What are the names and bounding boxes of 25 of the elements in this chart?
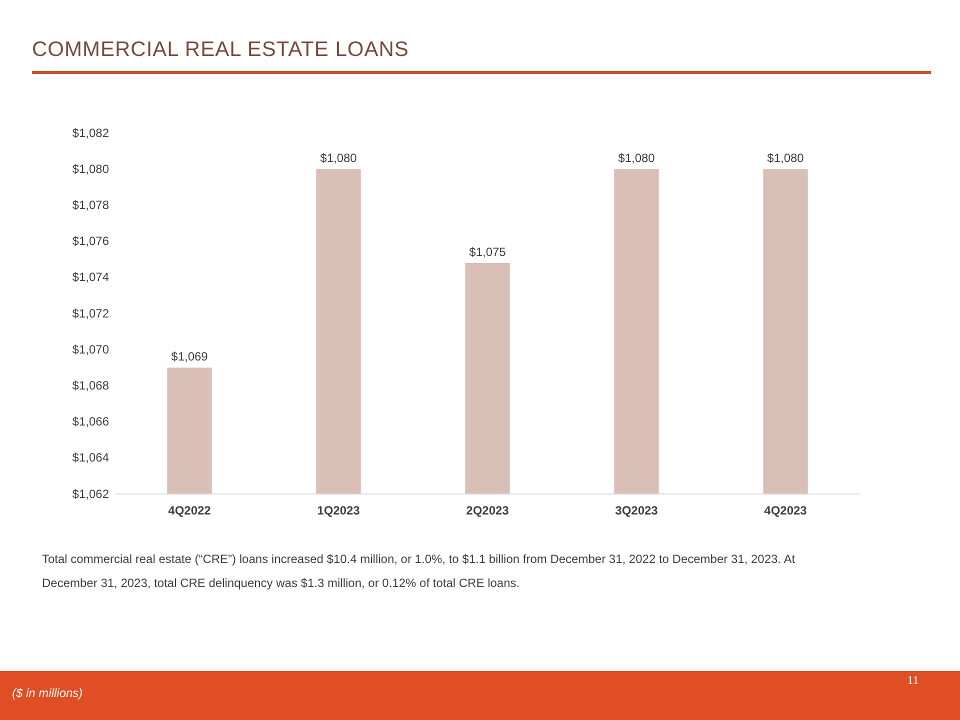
text: 11 [907,673,919,687]
data-label: $1,080 [618,151,656,166]
y-tick-label: $1,066 [72,414,110,429]
x-tick-label: 2Q2023 [466,504,510,518]
y-tick-label: $1,072 [72,306,110,320]
y-tick-label: $1,064 [72,450,110,465]
y-tick-label: $1,070 [72,342,110,356]
y-tick-label: $1,076 [72,234,110,248]
data-label: $1,080 [767,151,804,166]
x-tick-label: 1Q2023 [317,504,360,518]
x-tick-label: 4Q2022 [168,504,212,518]
y-tick-label: $1,082 [72,126,110,140]
y-tick-label: $1,074 [72,270,110,284]
y-tick-label: $1,078 [72,198,110,212]
data-label: $1,080 [320,151,358,166]
x-tick-label: 4Q2023 [764,504,808,518]
text: ($ in millions) [12,686,83,700]
y-tick-label: $1,068 [72,378,110,393]
y-tick-label: $1,080 [72,162,110,176]
data-label: $1,069 [171,350,208,364]
x-tick-label: 3Q2023 [615,504,658,518]
y-tick-label: $1,062 [72,486,110,501]
chart-title: COMMERCIAL REAL ESTATE LOANS [32,38,409,61]
text: Total commercial real estate (“CRE”) loans increased $10.4 million, or 1.0%, to $1.1 billion from December 31, 2022 to December 31, 2023. At December 31, 2023, total CRE delinquency was $1.3 million, or 0.12% of total CRE loans. [42,552,796,590]
data-label: $1,075 [469,244,506,259]
